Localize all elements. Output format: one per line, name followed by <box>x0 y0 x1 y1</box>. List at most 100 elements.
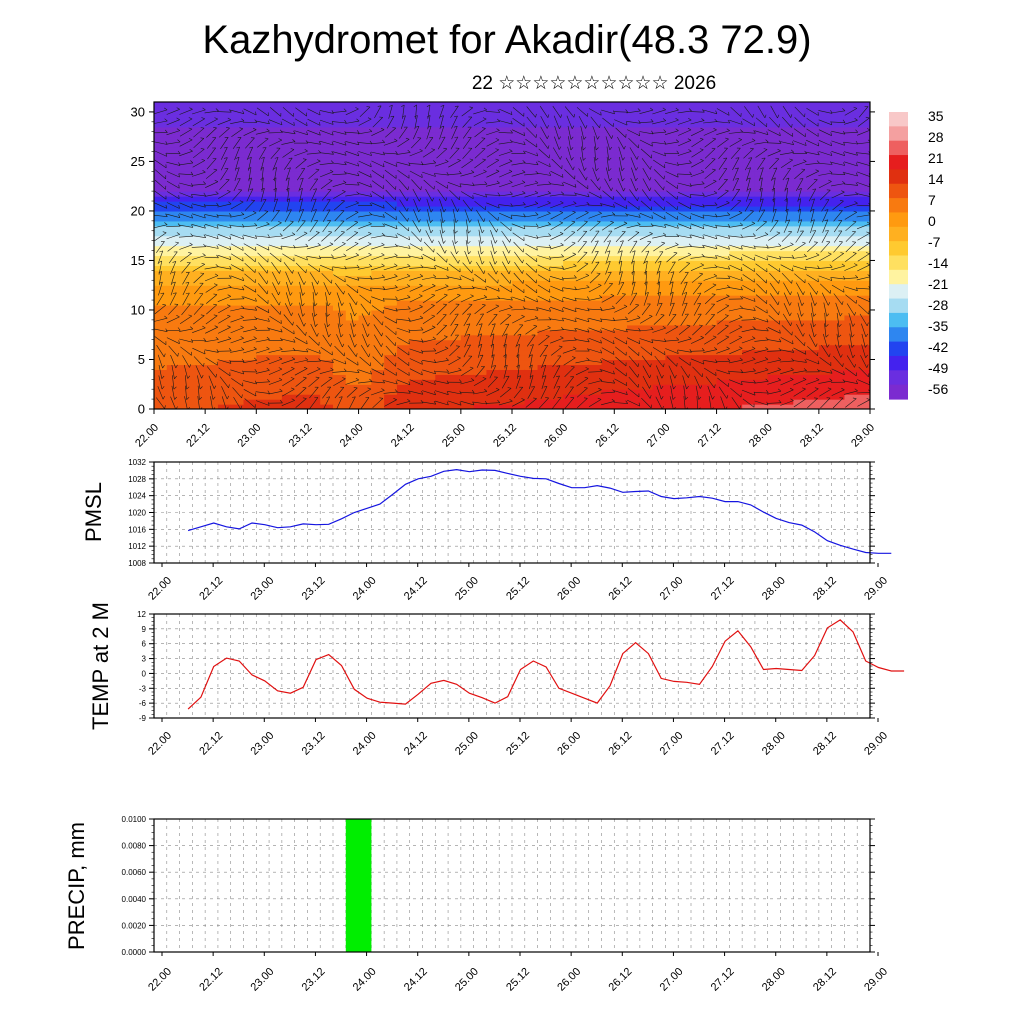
wind-barb <box>331 254 334 258</box>
heatmap-cell <box>614 300 628 306</box>
wind-barb <box>373 345 382 357</box>
heatmap-cell <box>217 389 232 395</box>
wind-barb <box>332 110 347 113</box>
heatmap-cell <box>217 399 232 405</box>
wind-barb <box>296 220 306 232</box>
heatmap-cell <box>448 102 462 108</box>
heatmap-cell <box>499 230 513 237</box>
heatmap-cell <box>486 181 500 187</box>
wind-barb <box>382 321 384 326</box>
wind-barb <box>290 281 293 285</box>
heatmap-cell <box>831 126 846 133</box>
heatmap-cell <box>179 240 193 247</box>
heatmap-cell <box>754 270 769 276</box>
heatmap-cell <box>435 349 449 356</box>
wind-barb <box>287 188 290 203</box>
wind-barb <box>460 183 475 186</box>
heatmap-cell <box>384 314 398 321</box>
heatmap-cell <box>793 230 807 237</box>
wind-barb <box>343 171 347 175</box>
heatmap-cell <box>473 121 488 128</box>
heatmap-cell <box>575 280 590 286</box>
heatmap-cell <box>793 324 807 331</box>
heatmap-cell <box>192 389 206 395</box>
wind-barb <box>187 375 191 379</box>
heatmap-cell <box>767 136 782 143</box>
wind-barb <box>230 243 244 251</box>
heatmap-cell <box>154 300 168 306</box>
wind-barb <box>308 169 320 180</box>
heatmap-cell <box>601 176 615 182</box>
heatmap-cell <box>767 339 782 346</box>
wind-barb <box>332 358 347 365</box>
heatmap-cell <box>499 285 513 291</box>
heatmap-cell <box>601 359 615 366</box>
wind-barb <box>389 104 393 107</box>
heatmap-cell <box>294 196 309 202</box>
heatmap-cell <box>294 384 309 390</box>
wind-barb <box>167 191 180 199</box>
wind-barb <box>472 277 474 282</box>
heatmap-cell <box>320 240 334 247</box>
wind-barb <box>291 366 295 369</box>
heatmap-cell <box>230 399 245 405</box>
heatmap-cell <box>844 265 858 271</box>
heatmap-cell <box>742 329 756 336</box>
heatmap-cell <box>269 156 283 163</box>
heatmap-cell <box>192 344 206 351</box>
heatmap-cell <box>205 314 219 321</box>
heatmap-cell <box>384 201 398 207</box>
wind-barb <box>447 287 462 291</box>
heatmap-cell <box>205 364 219 370</box>
heatmap-cell <box>320 260 334 266</box>
heatmap-cell <box>179 215 193 222</box>
wind-barb <box>217 326 231 334</box>
heatmap-cell <box>179 270 193 276</box>
heatmap-cell <box>371 176 385 182</box>
heatmap-cell <box>691 205 705 212</box>
wind-barb <box>443 303 447 305</box>
heatmap-cell <box>371 354 385 361</box>
heatmap-cell <box>806 136 820 143</box>
heatmap-cell <box>729 359 743 366</box>
wind-barb <box>247 177 252 192</box>
heatmap-cell <box>537 156 551 163</box>
heatmap-cell <box>192 166 206 172</box>
heatmap-cell <box>294 215 309 222</box>
wind-barb <box>344 119 347 124</box>
heatmap-cell <box>499 260 513 266</box>
heatmap-cell <box>448 384 462 390</box>
heatmap-cell <box>333 349 347 356</box>
heatmap-cell <box>665 305 679 311</box>
wind-barb <box>154 202 167 209</box>
wind-barb <box>242 267 244 272</box>
heatmap-cell <box>665 364 679 370</box>
heatmap-cell <box>703 324 718 331</box>
wind-barb <box>370 287 372 292</box>
heatmap-cell <box>716 334 730 341</box>
wind-barb <box>478 333 482 348</box>
heatmap-cell <box>563 314 577 321</box>
heatmap-cell <box>243 201 257 207</box>
wind-barb <box>293 338 296 343</box>
heatmap-cell <box>844 364 858 370</box>
heatmap-cell <box>486 146 500 153</box>
heatmap-cell <box>614 235 628 242</box>
heatmap-cell <box>780 394 794 400</box>
wind-barb <box>332 121 347 124</box>
heatmap-cell <box>384 319 398 326</box>
heatmap-cell <box>422 389 436 395</box>
heatmap-cell <box>371 171 385 177</box>
heatmap-cell <box>448 230 462 237</box>
heatmap-cell <box>358 359 372 366</box>
heatmap-cell <box>550 374 564 380</box>
wind-barb <box>342 190 346 192</box>
heatmap-cell <box>294 314 309 321</box>
wind-barb <box>460 392 475 394</box>
heatmap-cell <box>179 389 193 395</box>
wind-barb <box>418 208 421 213</box>
heatmap-cell <box>703 201 718 207</box>
wind-barb <box>319 119 334 125</box>
wind-barb <box>229 360 232 364</box>
heatmap-cell <box>396 186 411 192</box>
